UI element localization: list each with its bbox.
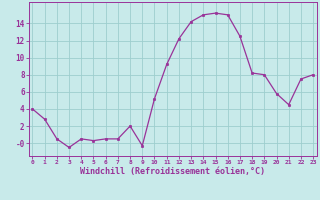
X-axis label: Windchill (Refroidissement éolien,°C): Windchill (Refroidissement éolien,°C) <box>80 167 265 176</box>
